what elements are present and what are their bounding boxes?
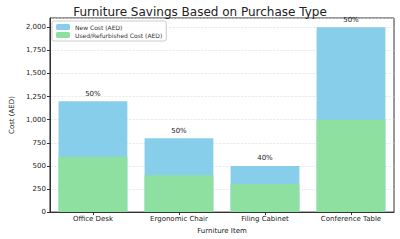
svg-text:1,250: 1,250 — [26, 93, 46, 101]
svg-text:250: 250 — [33, 185, 46, 193]
svg-text:Conference Table: Conference Table — [321, 215, 381, 223]
svg-text:Furniture Item: Furniture Item — [197, 227, 247, 235]
svg-text:Furniture Savings Based on Pur: Furniture Savings Based on Purchase Type — [73, 5, 327, 19]
svg-text:0: 0 — [41, 208, 45, 216]
svg-text:500: 500 — [33, 162, 46, 170]
svg-text:Office Desk: Office Desk — [73, 215, 114, 223]
svg-text:40%: 40% — [257, 154, 273, 162]
svg-text:1,000: 1,000 — [26, 116, 46, 124]
svg-text:1,750: 1,750 — [26, 46, 46, 54]
svg-text:Cost (AED): Cost (AED) — [8, 96, 16, 134]
svg-text:1,500: 1,500 — [26, 69, 46, 77]
svg-text:50%: 50% — [171, 127, 187, 135]
svg-text:50%: 50% — [85, 90, 101, 98]
svg-text:Used/Refurbished Cost (AED): Used/Refurbished Cost (AED) — [75, 32, 162, 39]
svg-text:Ergonomic Chair: Ergonomic Chair — [150, 215, 208, 223]
svg-text:750: 750 — [33, 139, 46, 147]
svg-text:New Cost (AED): New Cost (AED) — [75, 24, 122, 31]
svg-text:50%: 50% — [343, 16, 359, 24]
svg-text:Filing Cabinet: Filing Cabinet — [241, 215, 289, 223]
svg-text:2,000: 2,000 — [26, 23, 46, 31]
